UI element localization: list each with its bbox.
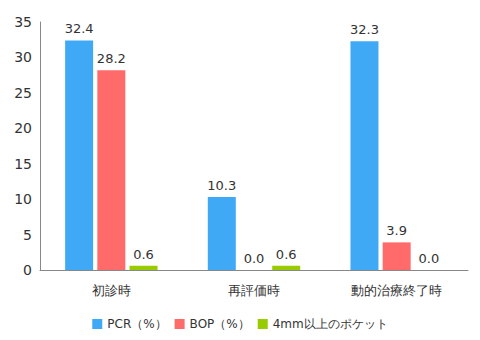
svg-text:PCR（%）: PCR（%） [107, 317, 166, 331]
svg-text:32.3: 32.3 [350, 22, 379, 37]
svg-text:0: 0 [23, 262, 32, 278]
svg-text:28.2: 28.2 [97, 51, 126, 66]
svg-text:4mm以上のポケット: 4mm以上のポケット [273, 317, 388, 331]
svg-text:0.6: 0.6 [276, 247, 297, 262]
svg-text:15: 15 [14, 156, 32, 172]
svg-text:BOP（%）: BOP（%） [190, 317, 250, 331]
svg-text:動的治療終了時: 動的治療終了時 [351, 283, 442, 298]
svg-text:35: 35 [14, 14, 32, 30]
svg-text:30: 30 [14, 49, 32, 65]
svg-text:32.4: 32.4 [65, 21, 94, 36]
svg-text:5: 5 [23, 227, 32, 243]
svg-text:3.9: 3.9 [386, 223, 407, 238]
svg-text:初診時: 初診時 [92, 283, 131, 298]
svg-text:再評価時: 再評価時 [228, 283, 280, 298]
svg-text:10: 10 [14, 191, 32, 207]
svg-text:25: 25 [14, 85, 32, 101]
svg-text:10.3: 10.3 [207, 178, 236, 193]
svg-text:20: 20 [14, 120, 32, 136]
svg-text:0.6: 0.6 [133, 247, 154, 262]
svg-text:0.0: 0.0 [419, 251, 440, 266]
svg-text:0.0: 0.0 [244, 251, 265, 266]
